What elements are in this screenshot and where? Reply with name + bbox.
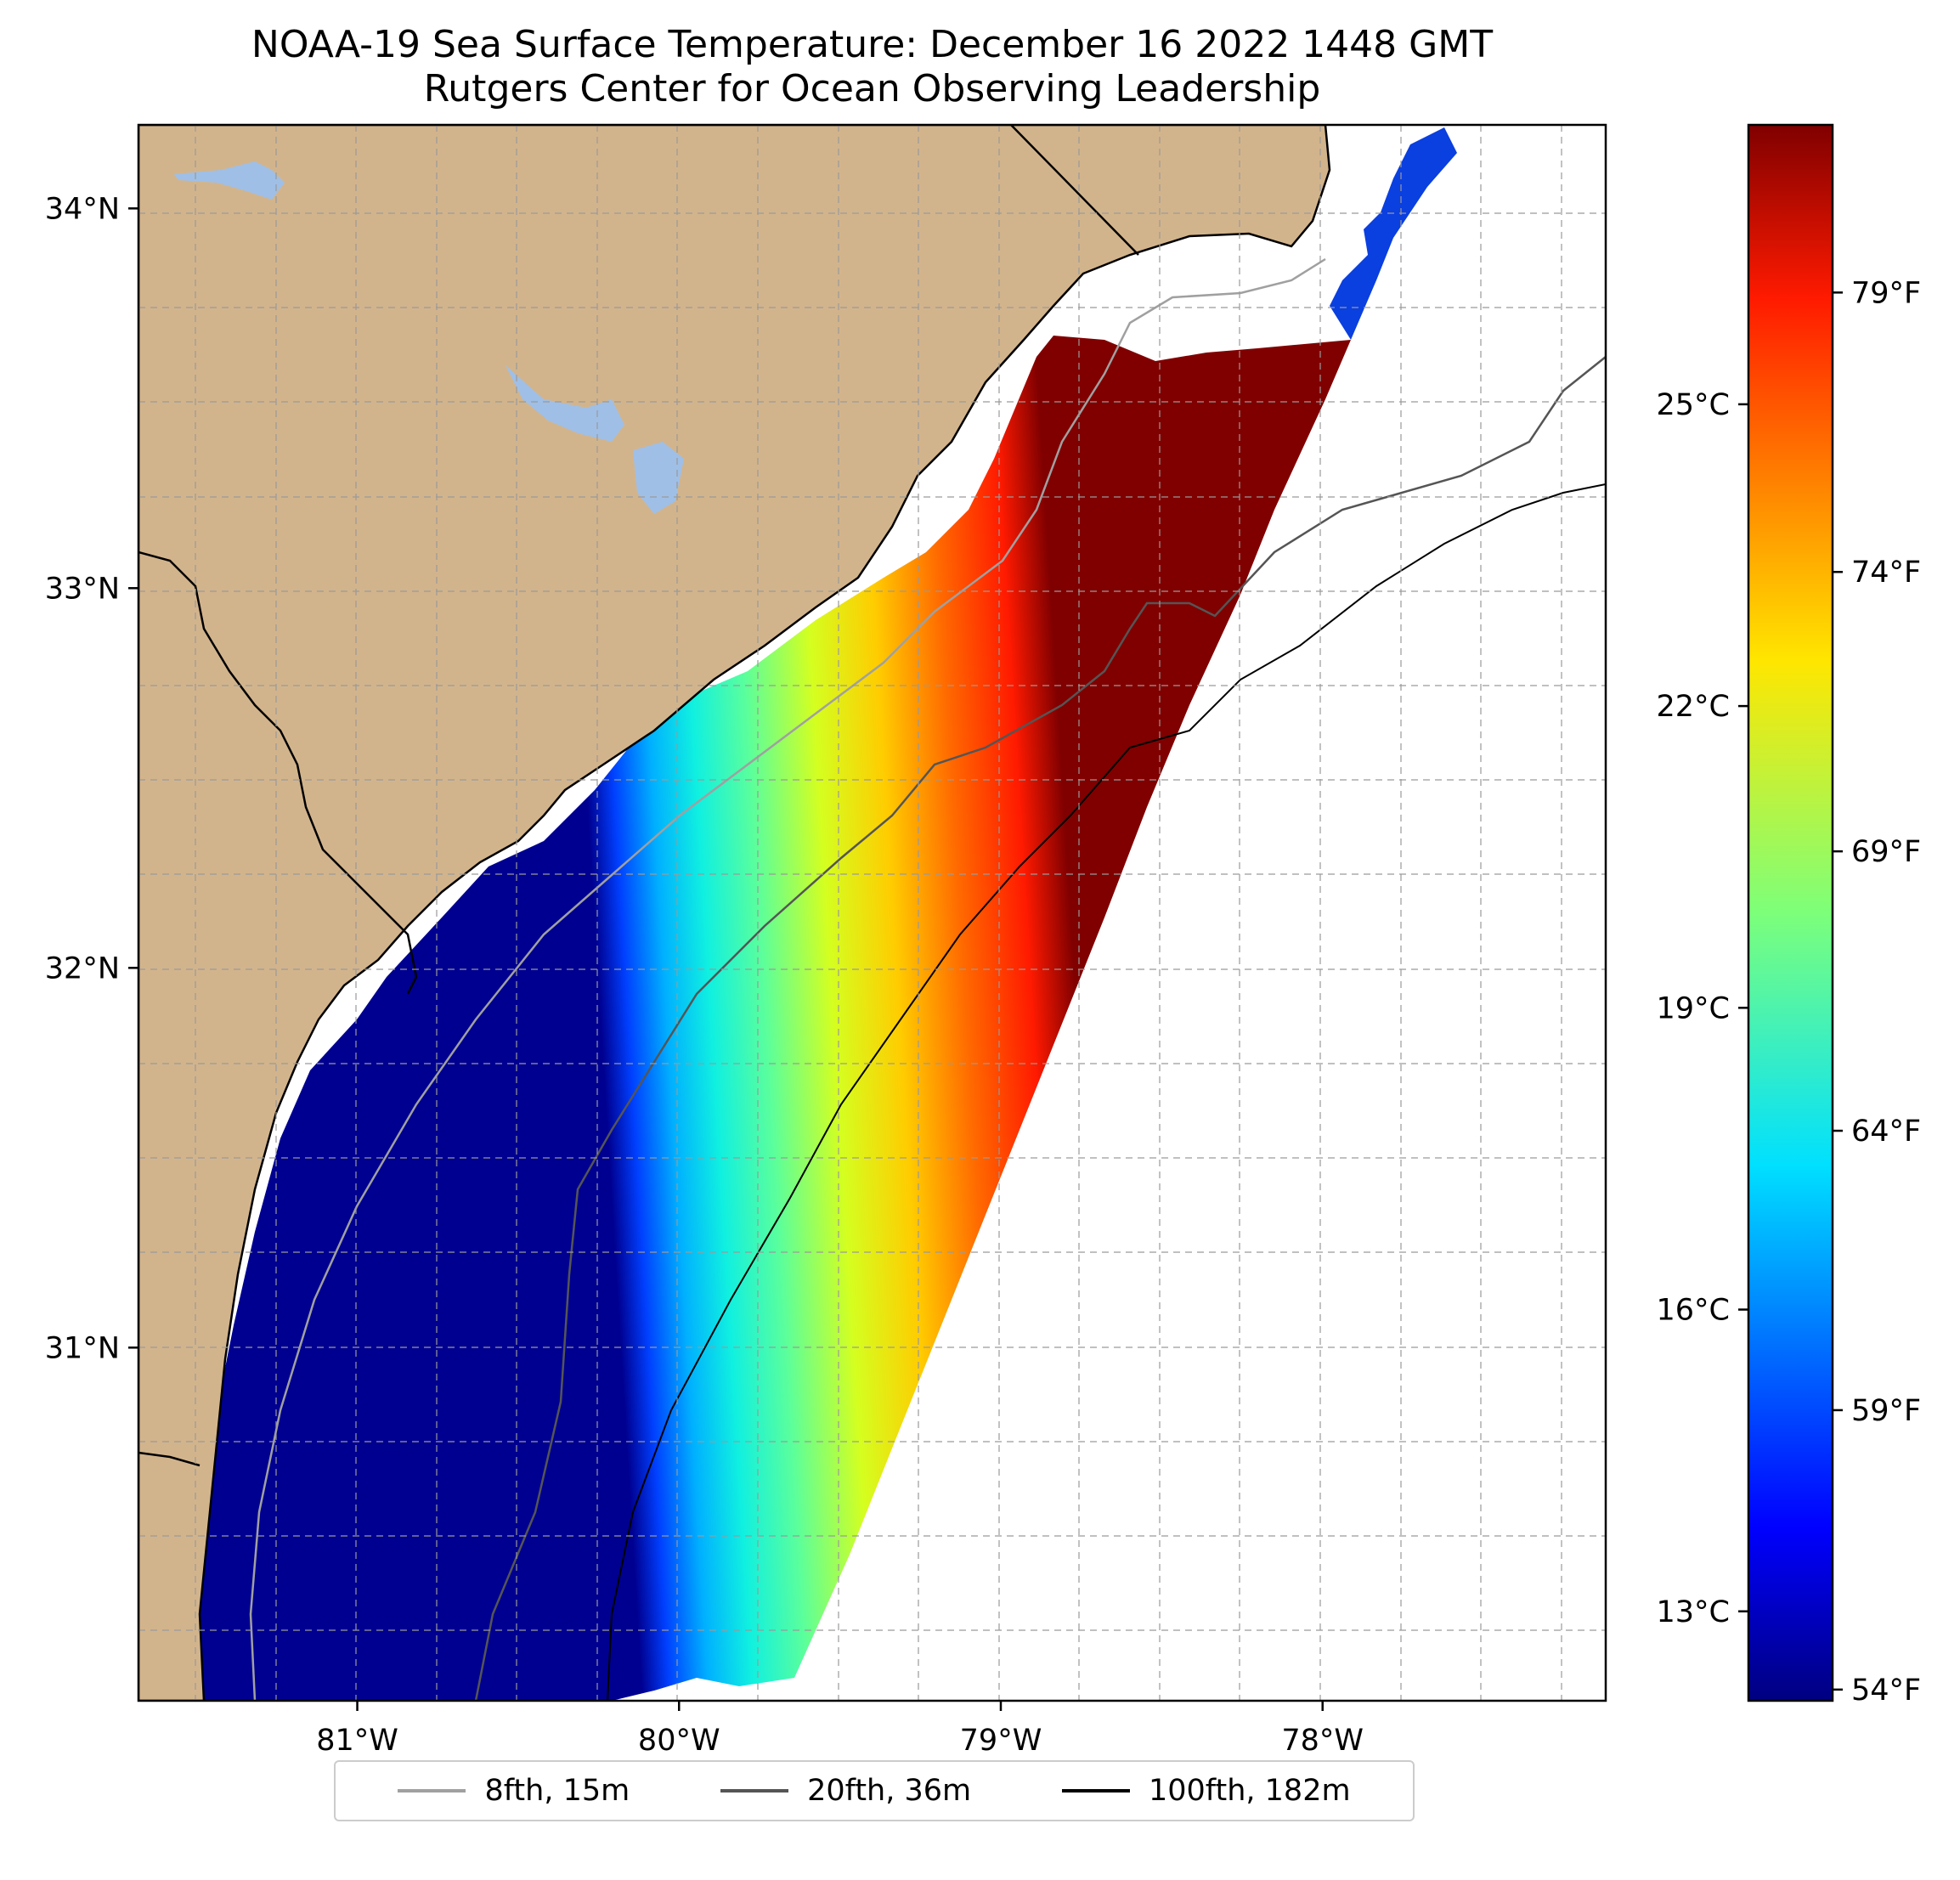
colorbar-celsius-ticks: 13°C 16°C 19°C 22°C 25°C [1657,388,1748,1629]
plot-frame [137,123,1607,1702]
colorbar-fahrenheit-label: 59°F [1851,1394,1921,1428]
y-tick-label: 32°N [45,951,120,985]
chart-subtitle: Rutgers Center for Ocean Observing Leade… [423,67,1321,110]
colorbar-celsius-label: 25°C [1657,388,1730,422]
y-tick-label: 31°N [45,1331,120,1365]
x-tick-label: 79°W [960,1724,1042,1758]
colorbar-fahrenheit-label: 74°F [1851,556,1921,590]
lake-marion [506,365,624,442]
legend-label-8fth: 8fth, 15m [484,1774,630,1808]
colorbar-fahrenheit-label: 69°F [1851,835,1921,869]
y-tick-label: 34°N [45,192,120,226]
lake-north [174,161,285,200]
contour-legend: 8fth, 15m 20fth, 36m 100fth, 182m [334,1760,1415,1821]
colorbar-fahrenheit-label: 79°F [1851,276,1921,310]
colorbar-celsius-label: 19°C [1657,991,1730,1025]
colorbar-celsius-label: 22°C [1657,690,1730,724]
colorbar-celsius-label: 13°C [1657,1595,1730,1629]
legend-swatch-20fth [720,1789,789,1792]
colorbar-fahrenheit-ticks: 54°F 59°F 64°F 69°F 74°F 79°F [1833,276,1921,1708]
legend-label-20fth: 20fth, 36m [807,1774,972,1808]
y-axis-ticks: 31°N 32°N 33°N 34°N [45,192,138,1365]
legend-item-100fth: 100fth, 182m [1061,1774,1351,1808]
y-tick-label: 33°N [45,572,120,606]
contour-20fth-36m [474,356,1606,1701]
contour-100fth-182m [607,483,1606,1701]
lake-moultrie [633,442,684,514]
colorbar [1748,125,1833,1701]
x-tick-label: 78°W [1281,1724,1364,1758]
legend-swatch-8fth [398,1789,466,1792]
chart-title: NOAA-19 Sea Surface Temperature: Decembe… [251,23,1494,66]
state-border-sc-ga [138,550,418,995]
state-border-ga-fl [138,1451,201,1467]
x-axis-ticks: 81°W 80°W 79°W 78°W [316,1701,1364,1758]
colorbar-celsius-label: 16°C [1657,1294,1730,1328]
legend-swatch-100fth [1061,1789,1130,1792]
colorbar-frame [1747,123,1834,1702]
legend-label-100fth: 100fth, 182m [1148,1774,1351,1808]
contour-8fth-15m [249,257,1326,1701]
grid [138,125,1606,1701]
sst-north-patch [1330,127,1457,340]
state-border-nc-sc [1010,125,1139,256]
colorbar-fahrenheit-label: 64°F [1851,1115,1921,1149]
x-tick-label: 80°W [638,1724,720,1758]
legend-item-20fth: 20fth, 36m [720,1774,971,1808]
sst-swath [195,336,1351,1701]
legend-item-8fth: 8fth, 15m [398,1774,630,1808]
colorbar-fahrenheit-label: 54°F [1851,1674,1921,1708]
x-tick-label: 81°W [316,1724,398,1758]
